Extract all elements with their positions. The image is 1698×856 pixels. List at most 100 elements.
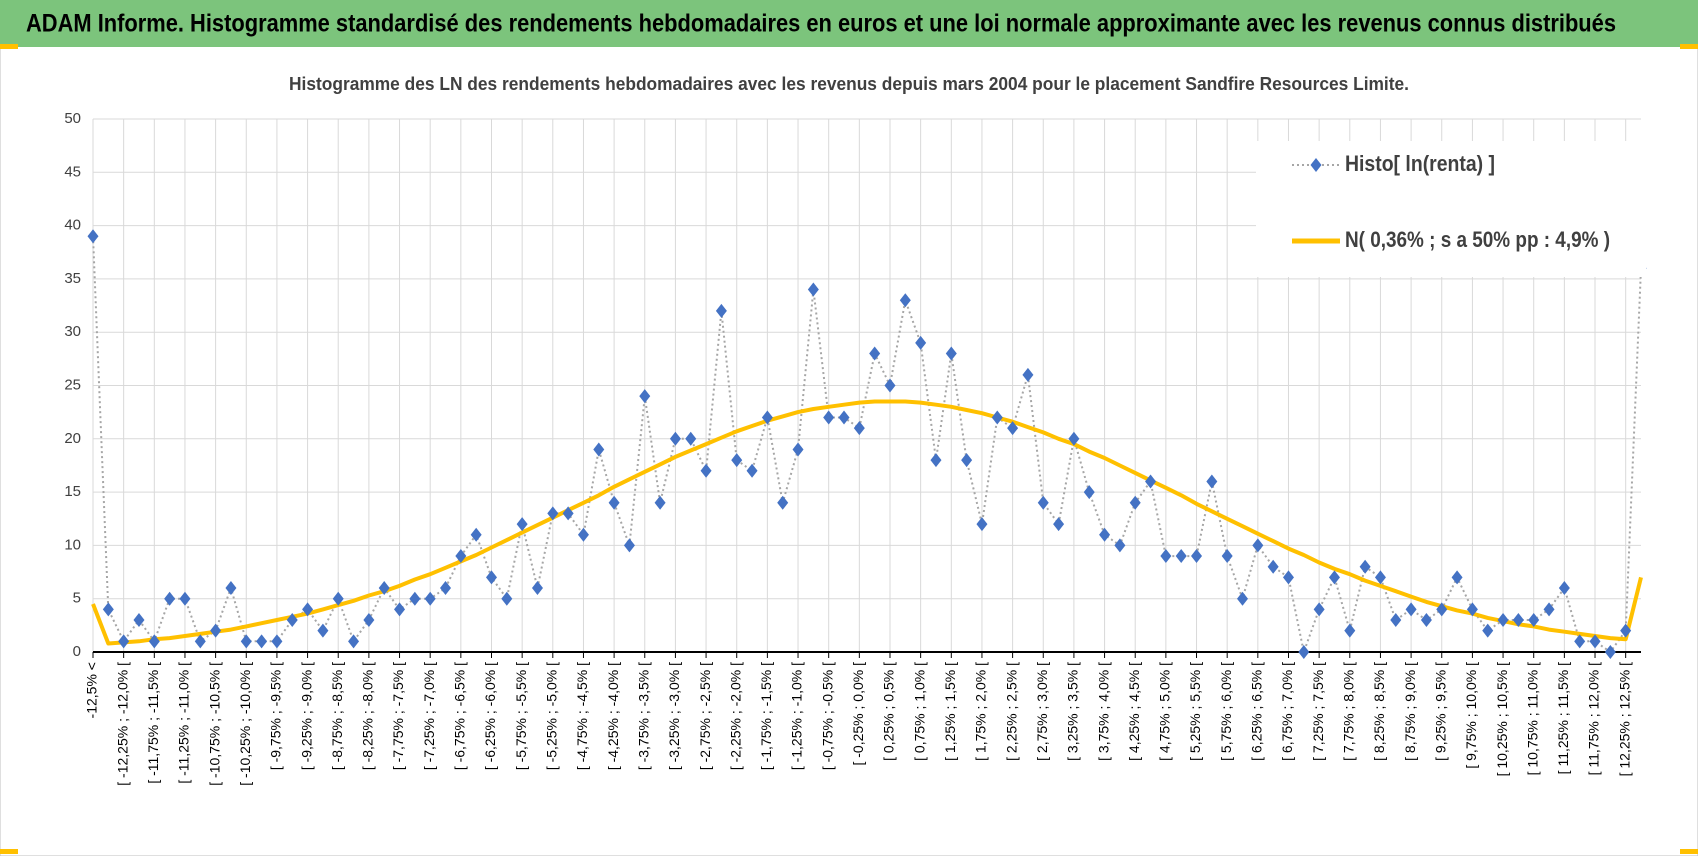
data-point <box>1482 623 1494 638</box>
x-tick-label: [ -1,25% ; -1,0% [ <box>789 662 805 770</box>
y-tick-label: 5 <box>73 590 81 607</box>
data-point <box>685 431 697 446</box>
data-point <box>976 517 988 532</box>
normal-curve <box>91 399 1643 646</box>
x-tick-label: [ -5,75% ; -5,5% [ <box>513 662 529 770</box>
data-point <box>102 602 114 617</box>
x-tick-label: [ -2,25% ; -2,0% [ <box>727 662 743 770</box>
data-point <box>1267 559 1279 574</box>
data-point <box>302 602 314 617</box>
data-point <box>577 527 589 542</box>
data-point <box>1574 634 1586 649</box>
data-point <box>1175 549 1187 564</box>
x-tick-label: [ 5,25% ; 5,5% [ <box>1187 662 1203 761</box>
data-point <box>194 634 206 649</box>
data-point <box>1053 517 1065 532</box>
x-tick-label: [ 1,75% ; 2,0% [ <box>973 662 989 761</box>
data-point <box>945 346 957 361</box>
data-point <box>179 591 191 606</box>
data-point <box>1129 495 1141 510</box>
data-point <box>1543 602 1555 617</box>
y-tick-label: 10 <box>64 536 81 553</box>
data-point <box>823 410 835 425</box>
corner <box>1680 44 1698 49</box>
data-point <box>1405 602 1417 617</box>
legend-box <box>1256 141 1646 277</box>
data-point <box>899 293 911 308</box>
x-tick-label: [ 9,75% ; 10,0% [ <box>1463 662 1479 769</box>
x-tick-label: [ 3,25% ; 3,5% [ <box>1065 662 1081 761</box>
data-point <box>1099 527 1111 542</box>
x-tick-label: -12,5% < <box>84 662 100 718</box>
data-point <box>1374 570 1386 585</box>
data-point <box>1313 602 1325 617</box>
data-point <box>639 389 651 404</box>
x-tick-label: [ 0,25% ; 0,5% [ <box>881 662 897 761</box>
x-tick-label: [ 7,25% ; 7,5% [ <box>1310 662 1326 761</box>
x-tick-label: [ 0,75% ; 1,0% [ <box>911 662 927 761</box>
x-tick-label: [ -11,25% ; -11,0% [ <box>176 662 192 784</box>
data-point <box>240 634 252 649</box>
data-point <box>1252 538 1264 553</box>
x-tick-label: [ -3,25% ; -3,0% [ <box>666 662 682 770</box>
legend-label: N( 0,36% ; s a 50% pp : 4,9% ) <box>1345 227 1610 252</box>
data-point <box>1007 421 1019 436</box>
corner <box>0 849 18 854</box>
x-tick-label: [ -9,75% ; -9,5% [ <box>268 662 284 770</box>
data-point <box>394 602 406 617</box>
x-tick-label: [ -4,75% ; -4,5% [ <box>574 662 590 770</box>
data-point <box>286 613 298 628</box>
x-tick-label: [ -3,75% ; -3,5% [ <box>635 662 651 770</box>
data-point <box>148 634 160 649</box>
data-point <box>761 410 773 425</box>
y-tick-label: 25 <box>64 376 81 393</box>
data-point <box>332 591 344 606</box>
data-point <box>884 378 896 393</box>
x-tick-label: [ -7,75% ; -7,5% [ <box>390 662 406 770</box>
data-point <box>118 634 130 649</box>
data-point <box>746 463 758 478</box>
data-point <box>1145 474 1157 489</box>
corner <box>1680 849 1698 854</box>
data-point <box>608 495 620 510</box>
data-point <box>593 442 605 457</box>
data-point <box>256 634 268 649</box>
x-tick-label: [ 10,75% ; 11,0% [ <box>1524 662 1540 775</box>
data-point <box>1359 559 1371 574</box>
x-tick-label: [ 6,25% ; 6,5% [ <box>1249 662 1265 761</box>
data-point <box>700 463 712 478</box>
x-tick-label: [ 3,75% ; 4,0% [ <box>1095 662 1111 761</box>
data-point <box>470 527 482 542</box>
data-point <box>363 613 375 628</box>
data-point <box>516 517 528 532</box>
y-tick-label: 30 <box>64 323 81 340</box>
data-point <box>1022 367 1034 382</box>
data-point <box>225 581 237 596</box>
data-point <box>1451 570 1463 585</box>
x-tick-label: [ -2,75% ; -2,5% [ <box>697 662 713 770</box>
data-point <box>991 410 1003 425</box>
data-point <box>1558 581 1570 596</box>
x-tick-label: [ 11,75% ; 12,0% [ <box>1586 662 1602 775</box>
data-point <box>87 229 99 244</box>
y-tick-label: 15 <box>64 483 81 500</box>
legend-marker <box>1310 158 1322 172</box>
x-tick-label: [ 9,25% ; 9,5% [ <box>1432 662 1448 761</box>
data-point <box>1328 570 1340 585</box>
data-point <box>1221 549 1233 564</box>
data-point <box>869 346 881 361</box>
y-tick-label: 40 <box>64 217 81 234</box>
data-point <box>1083 485 1095 500</box>
data-point <box>807 282 819 297</box>
x-tick-label: [ -10,75% ; -10,5% [ <box>206 662 222 786</box>
data-point <box>1512 613 1524 628</box>
y-tick-label: 35 <box>64 270 81 287</box>
x-tick-label: [ -4,25% ; -4,0% [ <box>605 662 621 770</box>
data-point <box>1160 549 1172 564</box>
x-tick-label: [ -9,25% ; -9,0% [ <box>298 662 314 770</box>
data-point <box>1420 613 1432 628</box>
header-bar <box>0 0 1698 47</box>
x-tick-label: [ 2,75% ; 3,0% [ <box>1034 662 1050 761</box>
data-point <box>777 495 789 510</box>
data-point <box>1497 613 1509 628</box>
